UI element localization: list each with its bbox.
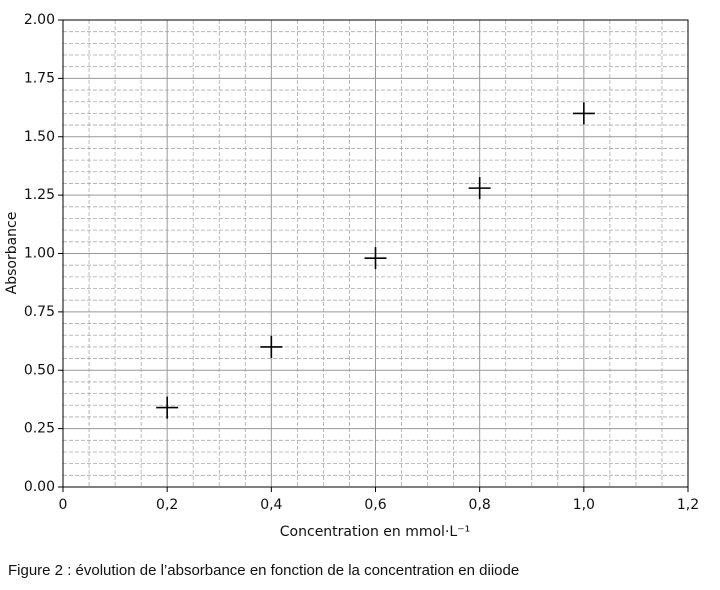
y-tick-label: 1.75	[24, 70, 55, 86]
y-tick-label: 0.25	[24, 421, 55, 437]
x-tick-label: 0,4	[260, 497, 282, 513]
caption: Figure 2 : évolution de l’absorbance en …	[8, 562, 519, 579]
y-tick-label: 1.50	[24, 129, 55, 145]
y-tick-label: 2.00	[24, 12, 55, 28]
x-tick-label: 0,8	[469, 497, 491, 513]
y-tick-label: 0.75	[24, 304, 55, 320]
data-point	[364, 247, 387, 270]
x-tick-label: 0,2	[156, 497, 178, 513]
data-point	[156, 396, 179, 419]
x-tick-label: 0	[59, 497, 68, 513]
y-tick-label: 0.50	[24, 362, 55, 378]
y-tick-label: 0.00	[24, 479, 55, 495]
data-point	[572, 102, 595, 125]
plot-frame	[62, 19, 689, 488]
x-axis-label: Concentration en mmol·L⁻¹	[280, 524, 470, 540]
y-tick-label: 1.00	[24, 246, 55, 262]
y-axis-label: Absorbance	[4, 212, 20, 295]
data-point	[260, 335, 283, 358]
x-tick-label: 1,2	[677, 497, 699, 513]
x-tick-label: 1,0	[573, 497, 595, 513]
data-point	[468, 177, 491, 200]
x-tick-label: 0,6	[364, 497, 386, 513]
y-tick-label: 1.25	[24, 187, 55, 203]
